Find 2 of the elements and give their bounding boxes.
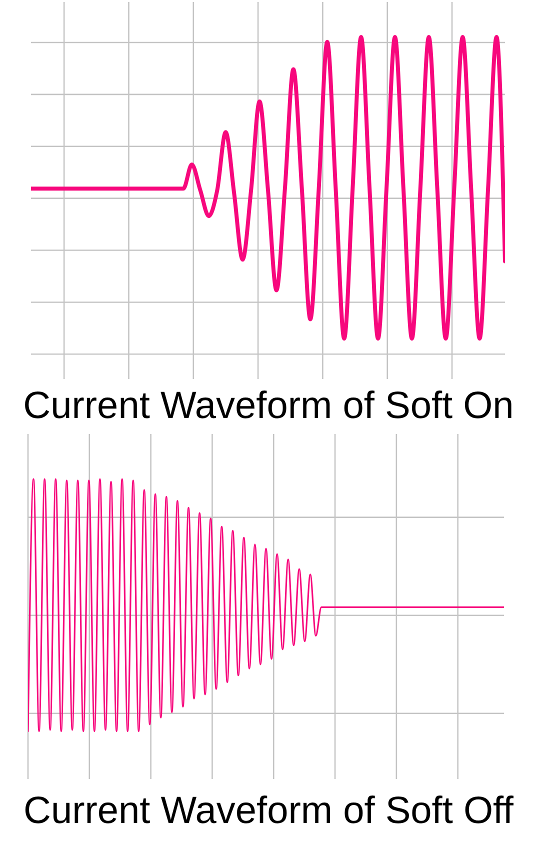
text: Current Waveform of Soft Off [22, 789, 514, 834]
text: Current Waveform of Soft On [22, 384, 515, 429]
